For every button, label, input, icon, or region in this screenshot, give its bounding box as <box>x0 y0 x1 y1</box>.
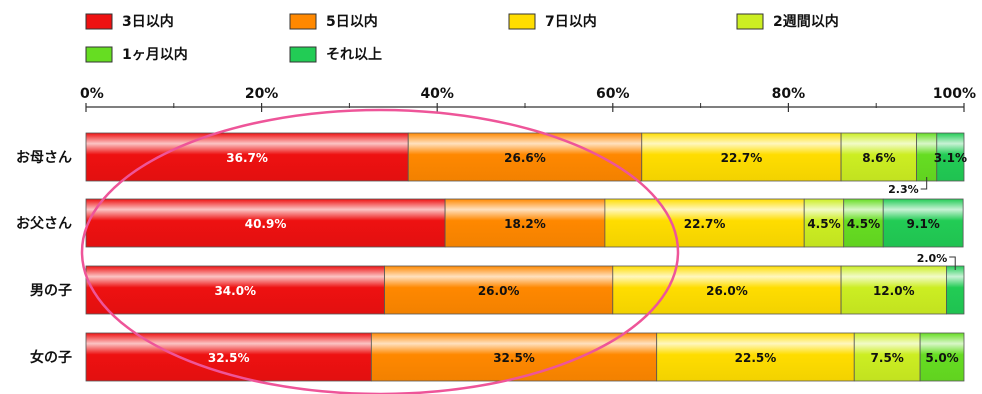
legend-swatch <box>289 13 317 30</box>
data-label: 22.7% <box>684 217 726 231</box>
bar-segment <box>85 265 385 315</box>
bar-segment <box>840 265 947 315</box>
data-label: 2.0% <box>917 252 948 265</box>
category-label: お母さん <box>16 150 72 166</box>
data-label: 32.5% <box>208 351 250 365</box>
legend-swatch <box>736 13 764 30</box>
legend-item: 7日以内 <box>508 13 597 30</box>
bar-segment <box>641 132 842 182</box>
category-label: お父さん <box>16 216 72 232</box>
legend-item: それ以上 <box>289 46 382 63</box>
legend-swatch <box>508 13 536 30</box>
legend-label: 2週間以内 <box>773 13 839 30</box>
data-label: 2.3% <box>888 183 919 196</box>
x-tick-label: 20% <box>245 86 279 102</box>
bar-segment <box>370 332 658 382</box>
x-tick-label: 60% <box>596 86 630 102</box>
x-tick-label: 40% <box>420 86 454 102</box>
category-label: 男の子 <box>30 283 72 299</box>
plot-area: お母さん 36.7% 26.6% 22.7% 8.6% 2.3% 3.1% お父さん 40.9%… <box>16 132 967 382</box>
bar-segment <box>85 132 409 182</box>
bar-segment <box>656 332 855 382</box>
data-label: 4.5% <box>807 217 840 231</box>
callout-line <box>920 177 928 190</box>
legend-label: 5日以内 <box>326 13 378 30</box>
data-label: 4.5% <box>847 217 880 231</box>
bar-segment <box>843 198 884 248</box>
data-label: 12.0% <box>873 284 915 298</box>
data-label: 22.7% <box>721 151 763 165</box>
x-tick-label: 100% <box>933 86 976 102</box>
callout-line <box>949 256 956 270</box>
legend-label: 3日以内 <box>122 13 174 30</box>
data-label: 26.6% <box>504 151 546 165</box>
data-label: 9.1% <box>907 217 940 231</box>
legend-swatch <box>85 13 113 30</box>
data-label: 26.0% <box>706 284 748 298</box>
category-label: 女の子 <box>30 349 72 366</box>
legend-item: 2週間以内 <box>736 13 839 30</box>
data-label: 3.1% <box>934 151 967 165</box>
legend-swatch <box>289 46 317 63</box>
bar-segment <box>604 198 805 248</box>
legend-label: 1ヶ月以内 <box>122 46 188 63</box>
legend-item: 5日以内 <box>289 13 378 30</box>
data-label: 36.7% <box>226 151 268 165</box>
legend-item: 1ヶ月以内 <box>85 46 188 63</box>
data-label: 40.9% <box>245 217 287 231</box>
legend-label: それ以上 <box>326 47 382 63</box>
data-label: 32.5% <box>493 351 535 365</box>
data-label: 22.5% <box>735 351 777 365</box>
bar-segment <box>384 265 614 315</box>
bar-segment <box>936 132 965 182</box>
bar-segment <box>840 132 917 182</box>
highlight-ellipse <box>80 108 680 394</box>
x-tick-label: 0% <box>80 86 104 102</box>
bar-segment <box>946 265 965 315</box>
legend-swatch <box>85 46 113 63</box>
bar-segment <box>803 198 845 248</box>
data-label: 26.0% <box>478 284 520 298</box>
legend-label: 7日以内 <box>545 13 597 30</box>
data-label: 34.0% <box>214 284 256 298</box>
bar-segment <box>919 332 965 382</box>
bar-segment <box>882 198 964 248</box>
data-label: 7.5% <box>871 351 904 365</box>
legend-item: 3日以内 <box>85 13 174 30</box>
x-axis: 0% 20% 40% 60% 80% 100% <box>80 86 976 112</box>
x-tick-label: 80% <box>772 86 806 102</box>
data-label: 8.6% <box>862 151 895 165</box>
bar-segment <box>612 265 842 315</box>
bar-segment <box>85 332 372 382</box>
bar-segment <box>85 198 446 248</box>
legend: 3日以内 5日以内 7日以内 2週間以内 1ヶ月以内 それ以上 <box>85 13 839 63</box>
bar-segment <box>853 332 921 382</box>
data-label: 18.2% <box>504 217 546 231</box>
bar-segment <box>444 198 606 248</box>
data-label: 5.0% <box>925 351 958 365</box>
